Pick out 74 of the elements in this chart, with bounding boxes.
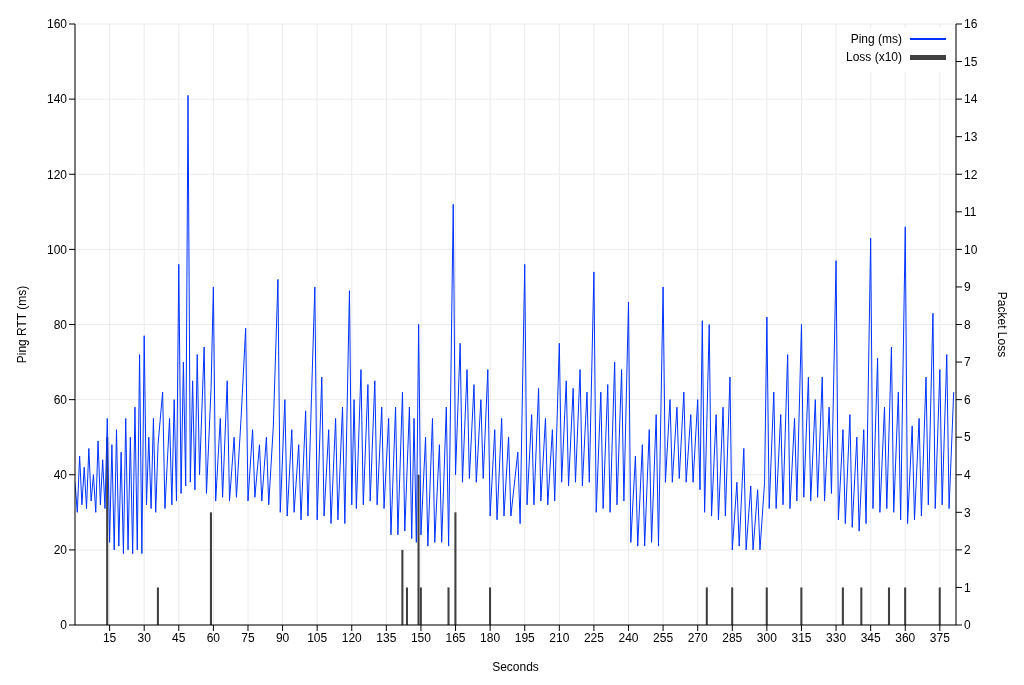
bar: [841, 587, 844, 625]
bar: [705, 587, 708, 625]
x-tick-label: 75: [241, 630, 255, 645]
y2-tick-label: 15: [964, 54, 978, 69]
y2-tick-label: 16: [964, 17, 978, 32]
legend-label: Ping (ms): [850, 32, 902, 46]
y-tick-label: 60: [53, 392, 68, 407]
x-tick-label: 210: [549, 630, 570, 645]
legend-label: Loss (x10): [845, 50, 902, 64]
y2-tick-label: 12: [964, 167, 978, 182]
y-axis-title: Ping RTT (ms): [15, 285, 30, 364]
bar: [765, 587, 768, 625]
bar: [488, 587, 492, 625]
y2-tick-label: 3: [964, 505, 971, 520]
bar: [209, 512, 212, 625]
y-tick-label: 140: [46, 92, 68, 107]
y2-tick-label: 6: [964, 392, 971, 407]
x-tick-label: 30: [137, 630, 152, 645]
x-tick-label: 270: [687, 630, 709, 645]
y2-tick-label: 7: [964, 355, 971, 370]
y2-tick-label: 4: [964, 468, 971, 483]
x-tick-label: 135: [376, 630, 397, 645]
bar: [447, 587, 450, 625]
x-tick-label: 360: [895, 630, 916, 645]
x-tick-label: 180: [480, 630, 501, 645]
y2-tick-label: 5: [964, 430, 971, 445]
y2-tick-label: 14: [964, 92, 978, 107]
x-tick-label: 255: [653, 630, 674, 645]
bar: [731, 587, 734, 625]
x-tick-label: 120: [341, 630, 363, 645]
bar: [417, 474, 420, 625]
x-tick-label: 375: [929, 630, 951, 645]
y2-tick-label: 1: [964, 580, 971, 595]
bar: [860, 587, 863, 625]
x-tick-label: 60: [206, 630, 221, 645]
x-tick-label: 240: [618, 630, 639, 645]
bar: [405, 587, 409, 625]
y-tick-label: 40: [53, 468, 68, 483]
y2-tick-label: 11: [964, 205, 977, 220]
y-tick-label: 80: [53, 317, 68, 332]
y-tick-label: 120: [46, 167, 68, 182]
y-tick-label: 20: [53, 543, 68, 558]
x-tick-label: 45: [172, 630, 186, 645]
x-tick-label: 195: [514, 630, 536, 645]
x-tick-label: 90: [275, 630, 290, 645]
x-tick-label: 165: [445, 630, 466, 645]
x-axis-title: Seconds: [492, 660, 539, 674]
y2-tick-label: 10: [964, 242, 978, 257]
y-tick-label: 0: [60, 618, 68, 633]
x-tick-label: 150: [410, 630, 432, 645]
bar: [904, 587, 907, 625]
y2-tick-label: 9: [964, 280, 971, 295]
x-tick-label: 345: [860, 630, 881, 645]
x-tick-label: 330: [826, 630, 847, 645]
bar: [156, 587, 159, 625]
x-tick-label: 315: [791, 630, 812, 645]
bar: [887, 587, 891, 625]
x-tick-label: 105: [307, 630, 328, 645]
bar: [800, 587, 803, 625]
line-series: [75, 94, 955, 555]
bar: [401, 549, 404, 625]
bar: [454, 512, 457, 625]
x-tick-label: 300: [756, 630, 778, 645]
bar: [938, 587, 941, 625]
y2-tick-label: 0: [964, 618, 971, 633]
y2-tick-label: 2: [964, 543, 971, 558]
x-tick-label: 225: [583, 630, 605, 645]
y2-tick-label: 8: [964, 317, 971, 332]
y2-axis-title: Packet Loss: [994, 291, 1009, 358]
y2-tick-label: 13: [964, 129, 978, 144]
x-tick-label: 285: [722, 630, 743, 645]
x-tick-label: 15: [102, 630, 117, 645]
y-tick-label: 160: [46, 17, 68, 32]
y-tick-label: 100: [46, 242, 68, 257]
